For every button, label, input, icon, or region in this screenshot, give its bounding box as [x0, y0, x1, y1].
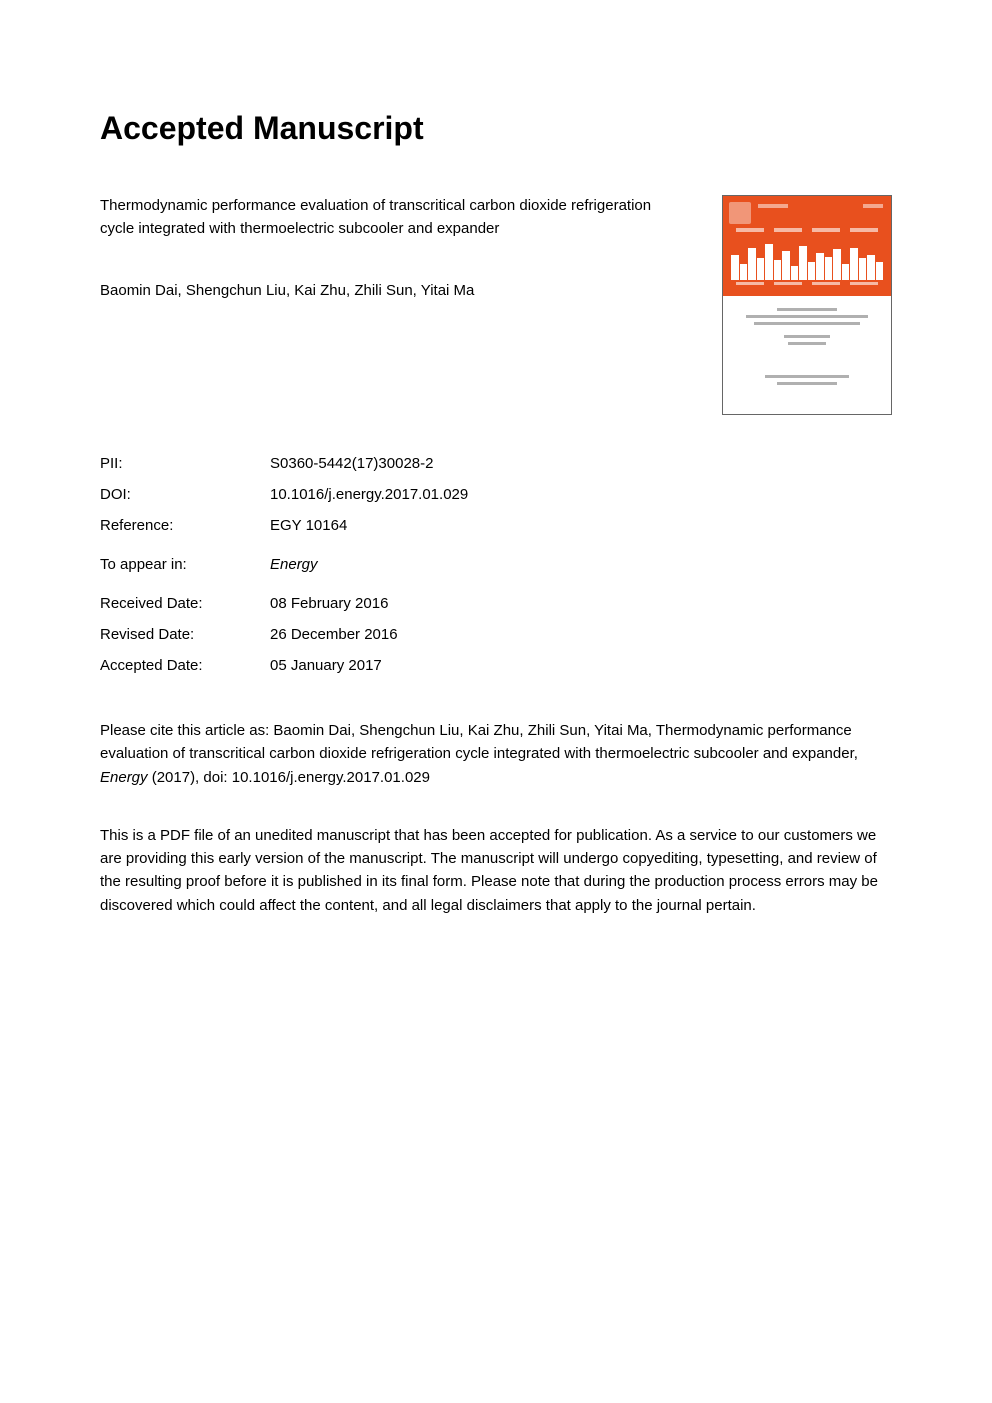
cover-bottom-labels	[731, 282, 883, 290]
cover-bar	[740, 264, 748, 280]
meta-value-pii: S0360-5442(17)30028-2	[270, 455, 892, 472]
cover-text-line	[788, 342, 826, 345]
cover-mid-item	[850, 228, 878, 232]
cover-bar	[876, 262, 884, 280]
meta-row-revised: Revised Date: 26 December 2016	[100, 626, 892, 643]
authors: Baomin Dai, Shengchun Liu, Kai Zhu, Zhil…	[100, 280, 660, 303]
cover-bottom-item	[812, 282, 840, 285]
cover-mid-item	[774, 228, 802, 232]
cover-text-line	[754, 322, 860, 325]
cover-text-line	[784, 335, 830, 338]
cover-white-area	[723, 296, 891, 414]
cover-text-line	[765, 375, 849, 378]
cover-text-line	[777, 382, 838, 385]
meta-label-doi: DOI:	[100, 486, 270, 503]
meta-row-doi: DOI: 10.1016/j.energy.2017.01.029	[100, 486, 892, 503]
journal-cover-thumbnail	[722, 195, 892, 415]
citation-journal: Energy	[100, 769, 148, 786]
cover-bar	[757, 258, 765, 280]
citation-suffix: (2017), doi: 10.1016/j.energy.2017.01.02…	[148, 769, 430, 786]
cover-text-line	[777, 308, 838, 311]
cover-text-line	[746, 315, 868, 318]
meta-row-accepted: Accepted Date: 05 January 2017	[100, 657, 892, 674]
cover-bar	[833, 249, 841, 280]
meta-label-received: Received Date:	[100, 595, 270, 612]
cover-bar	[850, 248, 858, 280]
cover-bar	[867, 255, 875, 280]
cover-bar	[825, 257, 833, 280]
citation-block: Please cite this article as: Baomin Dai,…	[100, 719, 892, 789]
cover-mid-labels	[731, 228, 883, 238]
meta-value-accepted: 05 January 2017	[270, 657, 892, 674]
header-row: Thermodynamic performance evaluation of …	[100, 195, 892, 415]
cover-bottom-item	[774, 282, 802, 285]
citation-prefix: Please cite this article as: Baomin Dai,…	[100, 722, 858, 762]
cover-bar	[774, 260, 782, 280]
cover-bottom-item	[736, 282, 764, 285]
meta-label-reference: Reference:	[100, 517, 270, 534]
meta-label-accepted: Accepted Date:	[100, 657, 270, 674]
meta-row-appear: To appear in: Energy	[100, 556, 892, 573]
metadata-table: PII: S0360-5442(17)30028-2 DOI: 10.1016/…	[100, 455, 892, 674]
cover-bar	[765, 244, 773, 280]
cover-top-band	[723, 196, 891, 296]
meta-row-received: Received Date: 08 February 2016	[100, 595, 892, 612]
meta-value-received: 08 February 2016	[270, 595, 892, 612]
meta-label-appear: To appear in:	[100, 556, 270, 573]
meta-value-appear: Energy	[270, 556, 892, 573]
cover-bar	[859, 258, 867, 280]
publisher-logo-icon	[729, 202, 751, 224]
cover-bar	[816, 253, 824, 280]
meta-row-reference: Reference: EGY 10164	[100, 517, 892, 534]
cover-title-text	[863, 204, 883, 208]
disclaimer: This is a PDF file of an unedited manusc…	[100, 824, 892, 917]
cover-bar	[748, 248, 756, 280]
meta-row-pii: PII: S0360-5442(17)30028-2	[100, 455, 892, 472]
meta-value-revised: 26 December 2016	[270, 626, 892, 643]
meta-value-reference: EGY 10164	[270, 517, 892, 534]
cover-bar	[791, 266, 799, 280]
cover-title-text	[758, 204, 788, 208]
meta-label-revised: Revised Date:	[100, 626, 270, 643]
cover-bar	[799, 246, 807, 280]
cover-title-row	[758, 204, 883, 216]
cover-bar	[782, 251, 790, 280]
meta-label-pii: PII:	[100, 455, 270, 472]
cover-bottom-item	[850, 282, 878, 285]
page-title: Accepted Manuscript	[100, 110, 892, 147]
cover-bar	[808, 262, 816, 280]
cover-bar-chart	[731, 244, 883, 280]
cover-bar	[731, 255, 739, 280]
header-text-block: Thermodynamic performance evaluation of …	[100, 195, 660, 303]
cover-mid-item	[736, 228, 764, 232]
cover-mid-item	[812, 228, 840, 232]
cover-bar	[842, 264, 850, 280]
article-title: Thermodynamic performance evaluation of …	[100, 195, 660, 240]
meta-value-doi: 10.1016/j.energy.2017.01.029	[270, 486, 892, 503]
